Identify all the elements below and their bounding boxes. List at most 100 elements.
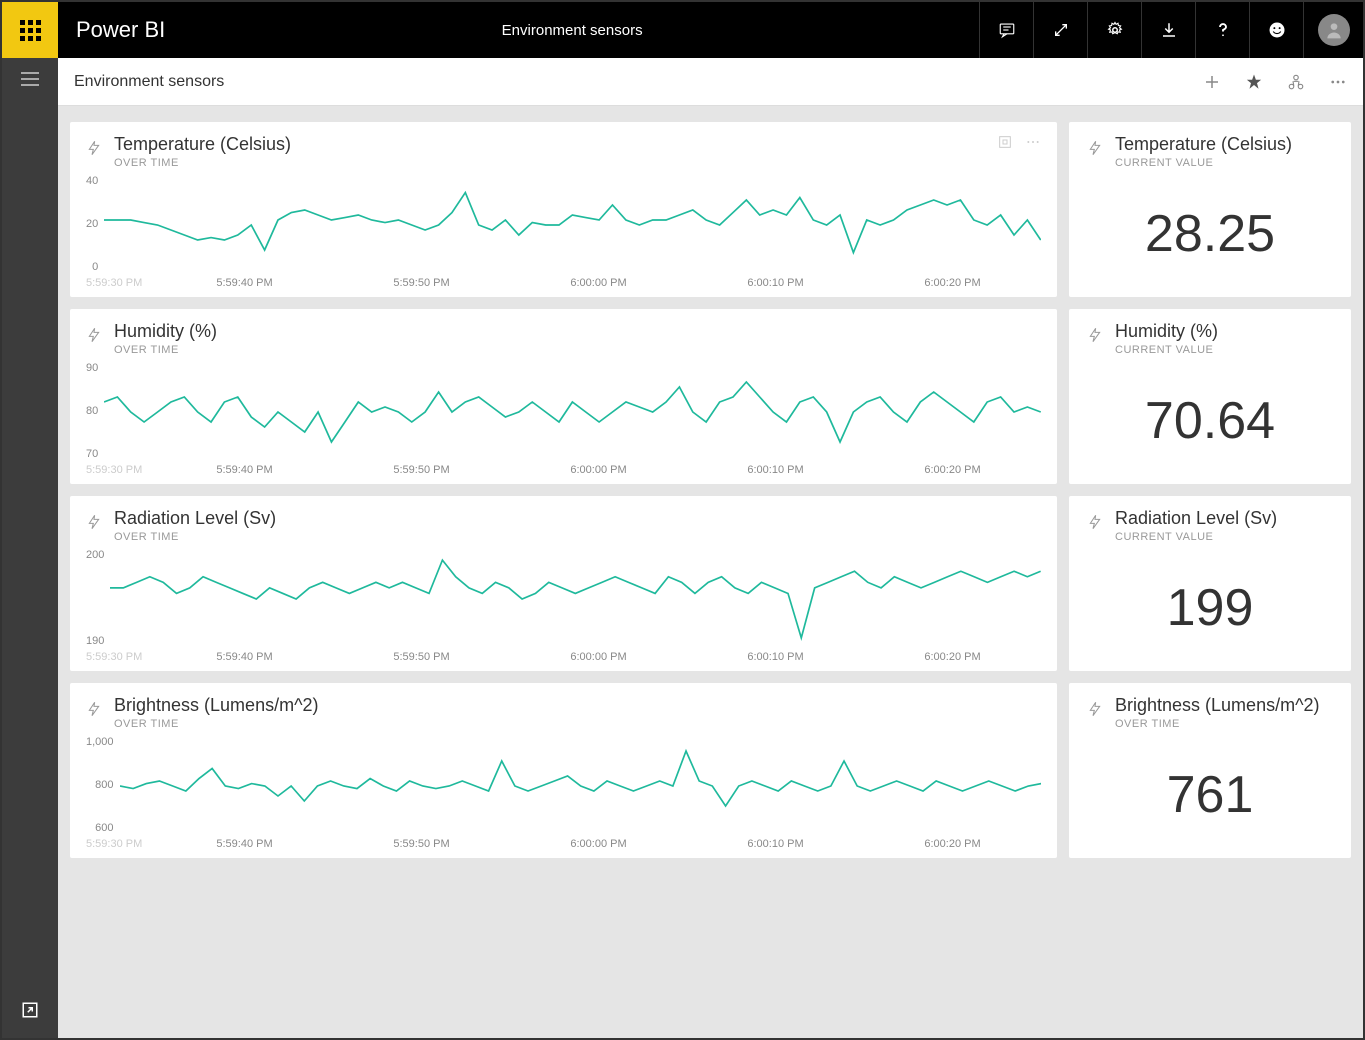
page-title: Environment sensors: [165, 22, 979, 39]
tile-title: Brightness (Lumens/m^2): [114, 695, 319, 716]
bolt-icon: [1087, 325, 1103, 350]
dashboard-title: Environment sensors: [74, 73, 224, 91]
expand-icon: [1053, 22, 1069, 38]
chart-tile-radiation[interactable]: Radiation Level (Sv)OVER TIME2001905:59:…: [70, 496, 1057, 671]
sensor-row-radiation: Radiation Level (Sv)OVER TIME2001905:59:…: [70, 496, 1351, 671]
help-button[interactable]: [1195, 2, 1249, 58]
x-tick-label: 5:59:40 PM: [216, 838, 272, 850]
tile-subtitle: OVER TIME: [114, 157, 291, 169]
tile-title: Humidity (%): [1115, 321, 1218, 342]
x-tick-label: 5:59:50 PM: [393, 651, 449, 663]
chart-tile-humidity[interactable]: Humidity (%) OVER TIME 908070 5:59:30 PM 5:5…: [70, 309, 1057, 484]
current-value: 199: [1087, 557, 1333, 659]
topbar-actions: [979, 2, 1363, 58]
comment-icon: [998, 21, 1016, 39]
x-tick-label: 6:00:20 PM: [924, 651, 980, 663]
tile-subtitle: CURRENT VALUE: [1115, 157, 1292, 169]
bolt-icon: [86, 512, 102, 537]
x-axis: 5:59:30 PM5:59:40 PM5:59:50 PM6:00:00 PM…: [86, 838, 1041, 850]
favorite-button[interactable]: [1245, 73, 1263, 91]
tile-title: Temperature (Celsius): [1115, 134, 1292, 155]
chart-tile-temperature[interactable]: Temperature (Celsius) OVER TIME 40200 5:59:…: [70, 122, 1057, 297]
current-value: 761: [1087, 744, 1333, 846]
y-tick-label: 800: [95, 779, 113, 791]
y-tick-label: 200: [86, 549, 104, 561]
y-axis: 40200: [86, 175, 104, 275]
x-axis: 5:59:30 PM5:59:40 PM5:59:50 PM6:00:00 PM…: [86, 651, 1041, 663]
value-tile-brightness[interactable]: Brightness (Lumens/m^2)OVER TIME761: [1069, 683, 1351, 858]
sensor-row-temperature: Temperature (Celsius) OVER TIME 40200 5:59:…: [70, 122, 1351, 297]
x-tick-label: 6:00:10 PM: [747, 277, 803, 289]
profile-button[interactable]: [1303, 2, 1363, 58]
current-value: 28.25: [1087, 183, 1333, 285]
x-axis: 5:59:30 PM5:59:40 PM5:59:50 PM6:00:00 PM…: [86, 277, 1041, 289]
y-tick-label: 600: [95, 822, 113, 834]
feedback-button[interactable]: [1249, 2, 1303, 58]
x-tick-label: 5:59:30 PM: [86, 651, 156, 663]
tile-subtitle: OVER TIME: [114, 344, 217, 356]
y-tick-label: 0: [92, 261, 98, 273]
x-tick-label: 5:59:50 PM: [393, 464, 449, 476]
app-launcher-button[interactable]: [2, 2, 58, 58]
bolt-icon: [86, 325, 102, 350]
bolt-icon: [1087, 699, 1103, 724]
add-button[interactable]: [1203, 73, 1221, 91]
tile-title: Brightness (Lumens/m^2): [1115, 695, 1320, 716]
value-tile-humidity[interactable]: Humidity (%)CURRENT VALUE70.64: [1069, 309, 1351, 484]
tile-more-icon[interactable]: [1025, 134, 1041, 150]
dashboard-canvas: Temperature (Celsius)OVER TIME402005:59:…: [58, 106, 1363, 1038]
bolt-icon: [1087, 138, 1103, 163]
y-tick-label: 1,000: [86, 736, 114, 748]
tile-title: Temperature (Celsius): [114, 134, 291, 155]
help-icon: [1214, 21, 1232, 39]
tile-title: Humidity (%): [114, 321, 217, 342]
waffle-icon: [20, 20, 41, 41]
share-button[interactable]: [1287, 73, 1305, 91]
chart-plot: [120, 736, 1041, 836]
top-bar: Power BI Environment sensors: [2, 2, 1363, 58]
y-tick-label: 40: [86, 175, 98, 187]
x-tick-label: 6:00:20 PM: [924, 838, 980, 850]
x-tick-label: 5:59:30 PM: [86, 277, 156, 289]
tile-hover-actions: [997, 134, 1041, 150]
x-tick-label: 6:00:00 PM: [570, 464, 626, 476]
popout-button[interactable]: [21, 1001, 39, 1024]
current-value: 70.64: [1087, 370, 1333, 472]
settings-button[interactable]: [1087, 2, 1141, 58]
tile-title: Radiation Level (Sv): [114, 508, 276, 529]
tile-subtitle: CURRENT VALUE: [1115, 531, 1277, 543]
y-axis: 200190: [86, 549, 110, 649]
y-axis: 908070: [86, 362, 104, 462]
y-tick-label: 90: [86, 362, 98, 374]
x-tick-label: 5:59:40 PM: [216, 464, 272, 476]
x-tick-label: 5:59:30 PM: [86, 838, 156, 850]
fullscreen-button[interactable]: [1033, 2, 1087, 58]
value-tile-radiation[interactable]: Radiation Level (Sv) CURRENT VALUE 199: [1069, 496, 1351, 671]
download-button[interactable]: [1141, 2, 1195, 58]
x-tick-label: 6:00:20 PM: [924, 277, 980, 289]
x-tick-label: 6:00:10 PM: [747, 651, 803, 663]
chart-tile-brightness[interactable]: Brightness (Lumens/m^2) OVER TIME1,000 800…: [70, 683, 1057, 858]
x-tick-label: 6:00:10 PM: [747, 838, 803, 850]
x-tick-label: 5:59:30 PM: [86, 464, 156, 476]
gear-icon: [1106, 21, 1124, 39]
x-tick-label: 6:00:00 PM: [570, 651, 626, 663]
nav-toggle-button[interactable]: [21, 72, 39, 86]
avatar-icon: [1318, 14, 1350, 46]
tile-title: Radiation Level (Sv): [1115, 508, 1277, 529]
sensor-row-brightness: Brightness (Lumens/m^2) OVER TIME1,000 800…: [70, 683, 1351, 858]
comments-button[interactable]: [979, 2, 1033, 58]
x-tick-label: 5:59:50 PM: [393, 277, 449, 289]
chart-plot: [110, 549, 1041, 649]
sidebar: [2, 58, 58, 1038]
focus-icon[interactable]: [997, 134, 1013, 150]
more-button[interactable]: [1329, 73, 1347, 91]
subheader-actions: [1203, 73, 1347, 91]
subheader: Environment sensors: [58, 58, 1363, 106]
value-tile-temperature[interactable]: Temperature (Celsius) CURRENT VALUE 28.25: [1069, 122, 1351, 297]
x-tick-label: 6:00:00 PM: [570, 838, 626, 850]
popout-icon: [21, 1001, 39, 1019]
x-tick-label: 6:00:10 PM: [747, 464, 803, 476]
tile-subtitle: OVER TIME: [114, 718, 319, 730]
chart-plot: [104, 362, 1041, 462]
